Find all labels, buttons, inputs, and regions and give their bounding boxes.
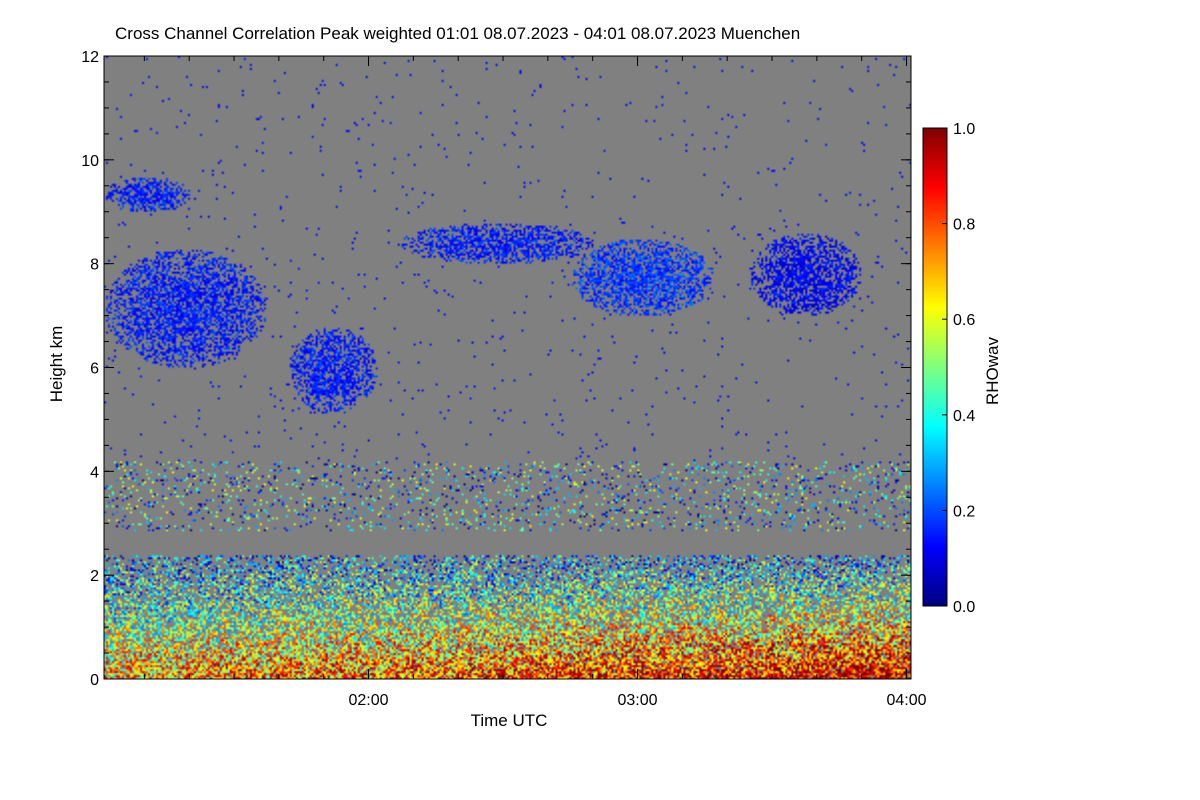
colorbar-label: RHOwav	[983, 336, 1002, 405]
colorbar-tick-label: 0.2	[953, 503, 975, 520]
colorbar-tick-label: 0.6	[953, 312, 975, 329]
colorbar	[922, 127, 948, 607]
colorbar-tick-label: 1.0	[953, 121, 975, 138]
x-axis: 02:00 03:00 04:00	[143, 56, 927, 709]
y-tick-label: 12	[81, 49, 99, 66]
x-tick-label: 02:00	[348, 692, 388, 709]
colorbar-tick-label: 0.0	[953, 599, 975, 616]
x-axis-label: Time UTC	[471, 711, 548, 730]
colorbar-tick-label: 0.4	[953, 408, 975, 425]
chart-title: Cross Channel Correlation Peak weighted …	[115, 24, 800, 43]
y-tick-label: 0	[90, 672, 99, 689]
x-tick-label: 04:00	[886, 692, 926, 709]
y-tick-label: 8	[90, 257, 99, 274]
x-tick-label: 03:00	[617, 692, 657, 709]
y-axis-label: Height km	[47, 326, 66, 403]
colorbar-ticks: 0.0 0.2 0.4 0.6 0.8 1.0	[942, 121, 975, 616]
y-tick-label: 6	[90, 361, 99, 378]
y-axis: 0 2 4 6 8 10 12	[81, 49, 911, 689]
y-tick-label: 4	[90, 464, 99, 481]
y-tick-label: 10	[81, 153, 99, 170]
heatmap-image	[104, 56, 911, 679]
y-tick-label: 2	[90, 568, 99, 585]
colorbar-tick-label: 0.8	[953, 217, 975, 234]
